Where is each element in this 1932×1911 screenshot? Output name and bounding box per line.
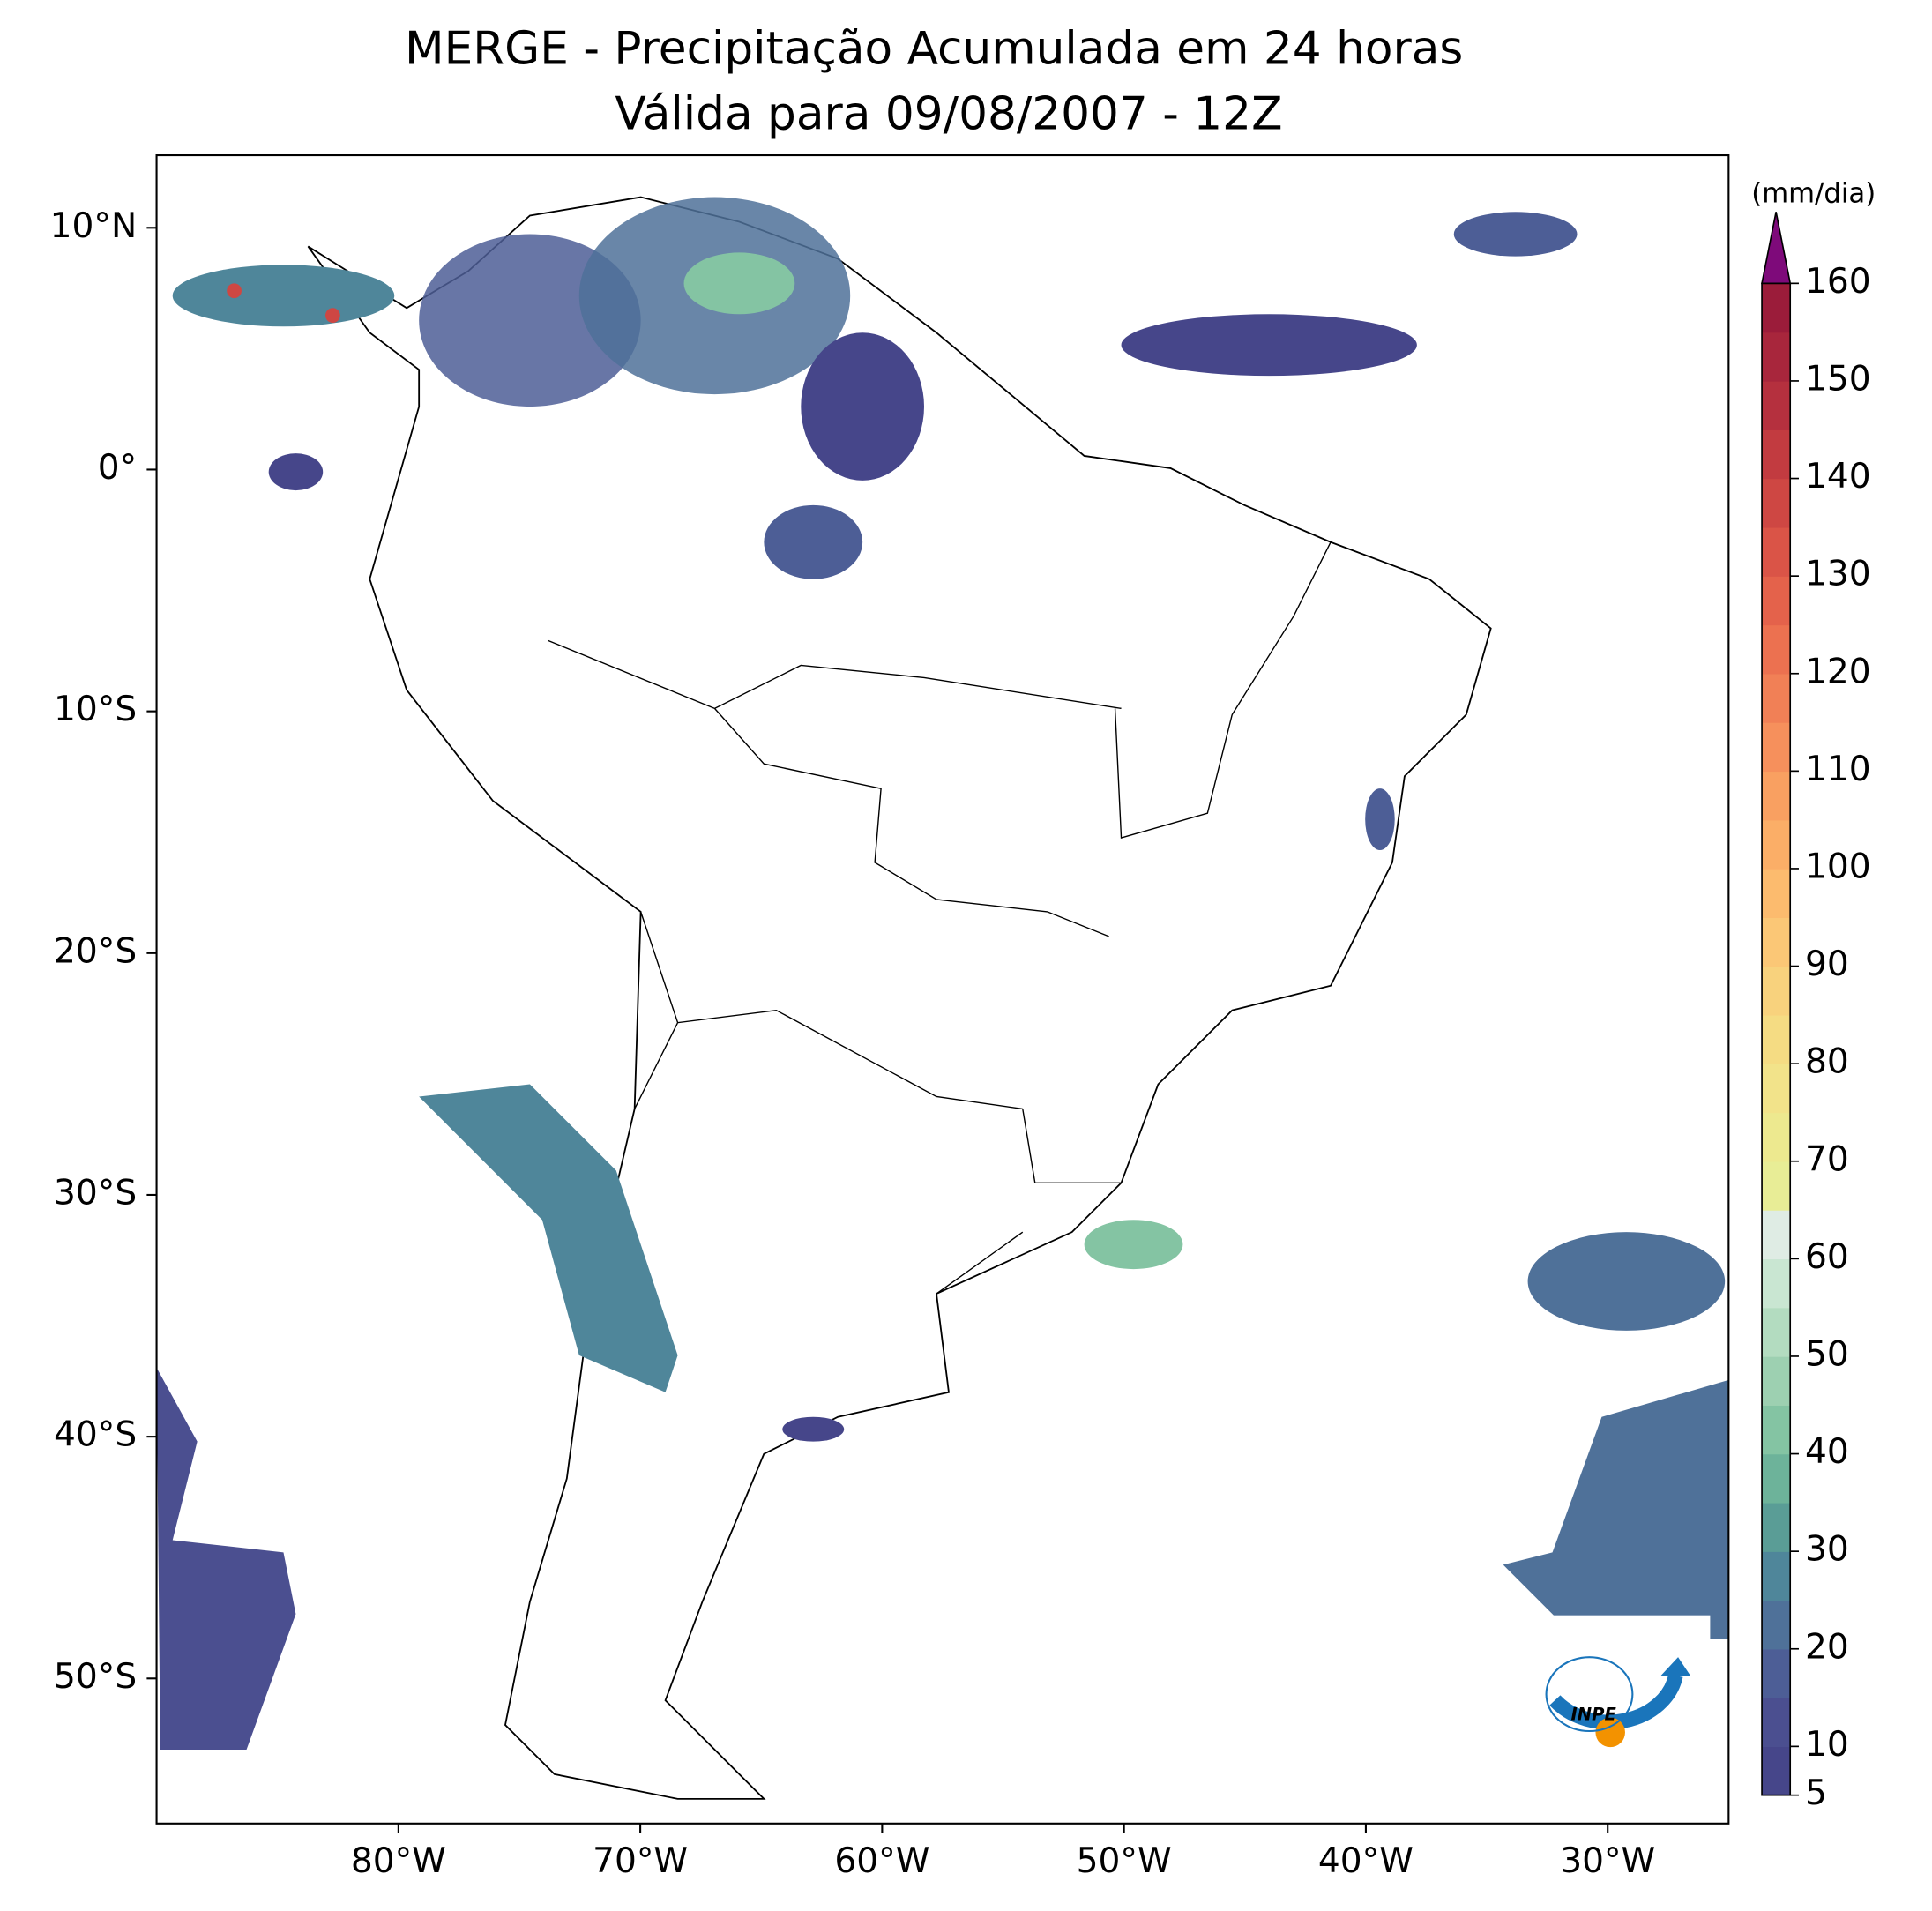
colorbar-band [1762,1112,1791,1162]
colorbar-tick-label: 140 [1805,457,1871,496]
continent-outline [307,196,1492,1800]
colorbar-band [1762,624,1791,675]
map-subtitle: Válida para 09/08/2007 - 12Z [615,88,1282,141]
colorbar-band [1762,1307,1791,1357]
colorbar-tick-label: 10 [1805,1725,1849,1765]
map-area: INPE [155,153,1730,1825]
colorbar-band [1762,1453,1791,1504]
colorbar-tick-label: 80 [1805,1042,1849,1082]
map-frame [155,153,1730,1825]
colorbar-tick-label: 30 [1805,1530,1849,1570]
colorbar-extend [1761,212,1792,285]
colorbar-tick-label: 20 [1805,1627,1849,1667]
colorbar-band [1762,1746,1791,1796]
colorbar-band [1762,868,1791,918]
x-tick-label: 60°W [834,1841,929,1881]
logo: INPE [1523,1615,1711,1822]
colorbar-band [1762,1355,1791,1406]
colorbar-tick-label: 90 [1805,944,1849,984]
x-tick-label: 40°W [1318,1841,1414,1881]
x-tick-label: 80°W [351,1841,446,1881]
colorbar-band [1762,1600,1791,1650]
precipitation [156,197,1729,1750]
colorbar-tick-label: 5 [1805,1773,1827,1813]
colorbar-band [1762,771,1791,821]
colorbar-tick-label: 40 [1805,1432,1849,1472]
colorbar-band [1762,722,1791,773]
y-tick-label: 50°S [54,1657,137,1697]
colorbar-tick-label: 70 [1805,1139,1849,1179]
colorbar-band [1762,1014,1791,1064]
x-tick-label: 70°W [593,1841,688,1881]
y-tick-label: 10°N [50,206,138,246]
colorbar-band [1762,917,1791,967]
x-tick-label: 50°W [1077,1841,1172,1881]
y-tick-label: 0° [98,448,137,488]
colorbar-band [1762,1502,1791,1552]
colorbar-tick-label: 160 [1805,262,1871,302]
colorbar-band [1762,1648,1791,1698]
colorbar-tick-label: 110 [1805,750,1871,789]
colorbar-band [1762,1698,1791,1748]
colorbar-band [1762,1551,1791,1601]
colorbar-label: (mm/dia) [1751,177,1876,209]
colorbar-band [1762,283,1791,333]
colorbar-tick-label: 50 [1805,1334,1849,1374]
colorbar-band [1762,478,1791,528]
colorbar-band [1762,429,1791,480]
colorbar-tick-label: 60 [1805,1237,1849,1277]
colorbar-band [1762,673,1791,723]
logo-text: INPE [1571,1704,1617,1724]
colorbar-tick-label: 130 [1805,555,1871,594]
x-tick-label: 30°W [1560,1841,1655,1881]
colorbar-band [1762,966,1791,1016]
colorbar-band [1762,1161,1791,1211]
y-tick-label: 10°S [54,690,137,729]
colorbar-frame [1761,282,1792,1796]
colorbar-band [1762,576,1791,626]
colorbar-band [1762,1258,1791,1309]
y-tick-label: 20°S [54,931,137,971]
colorbar-band [1762,1064,1791,1114]
colorbar-tick-label: 120 [1805,652,1871,691]
country-borders [548,541,1332,1295]
y-tick-label: 40°S [54,1415,137,1455]
colorbar-band [1762,380,1791,430]
colorbar-band [1762,526,1791,577]
map-title: MERGE - Precipitação Acumulada em 24 hor… [405,23,1463,76]
colorbar-tick-label: 100 [1805,847,1871,886]
colorbar-band [1762,332,1791,382]
colorbar-tick-label: 150 [1805,359,1871,399]
colorbar-band [1762,1405,1791,1455]
colorbar-band [1762,1210,1791,1260]
y-tick-label: 30°S [54,1173,137,1213]
colorbar-band [1762,819,1791,870]
